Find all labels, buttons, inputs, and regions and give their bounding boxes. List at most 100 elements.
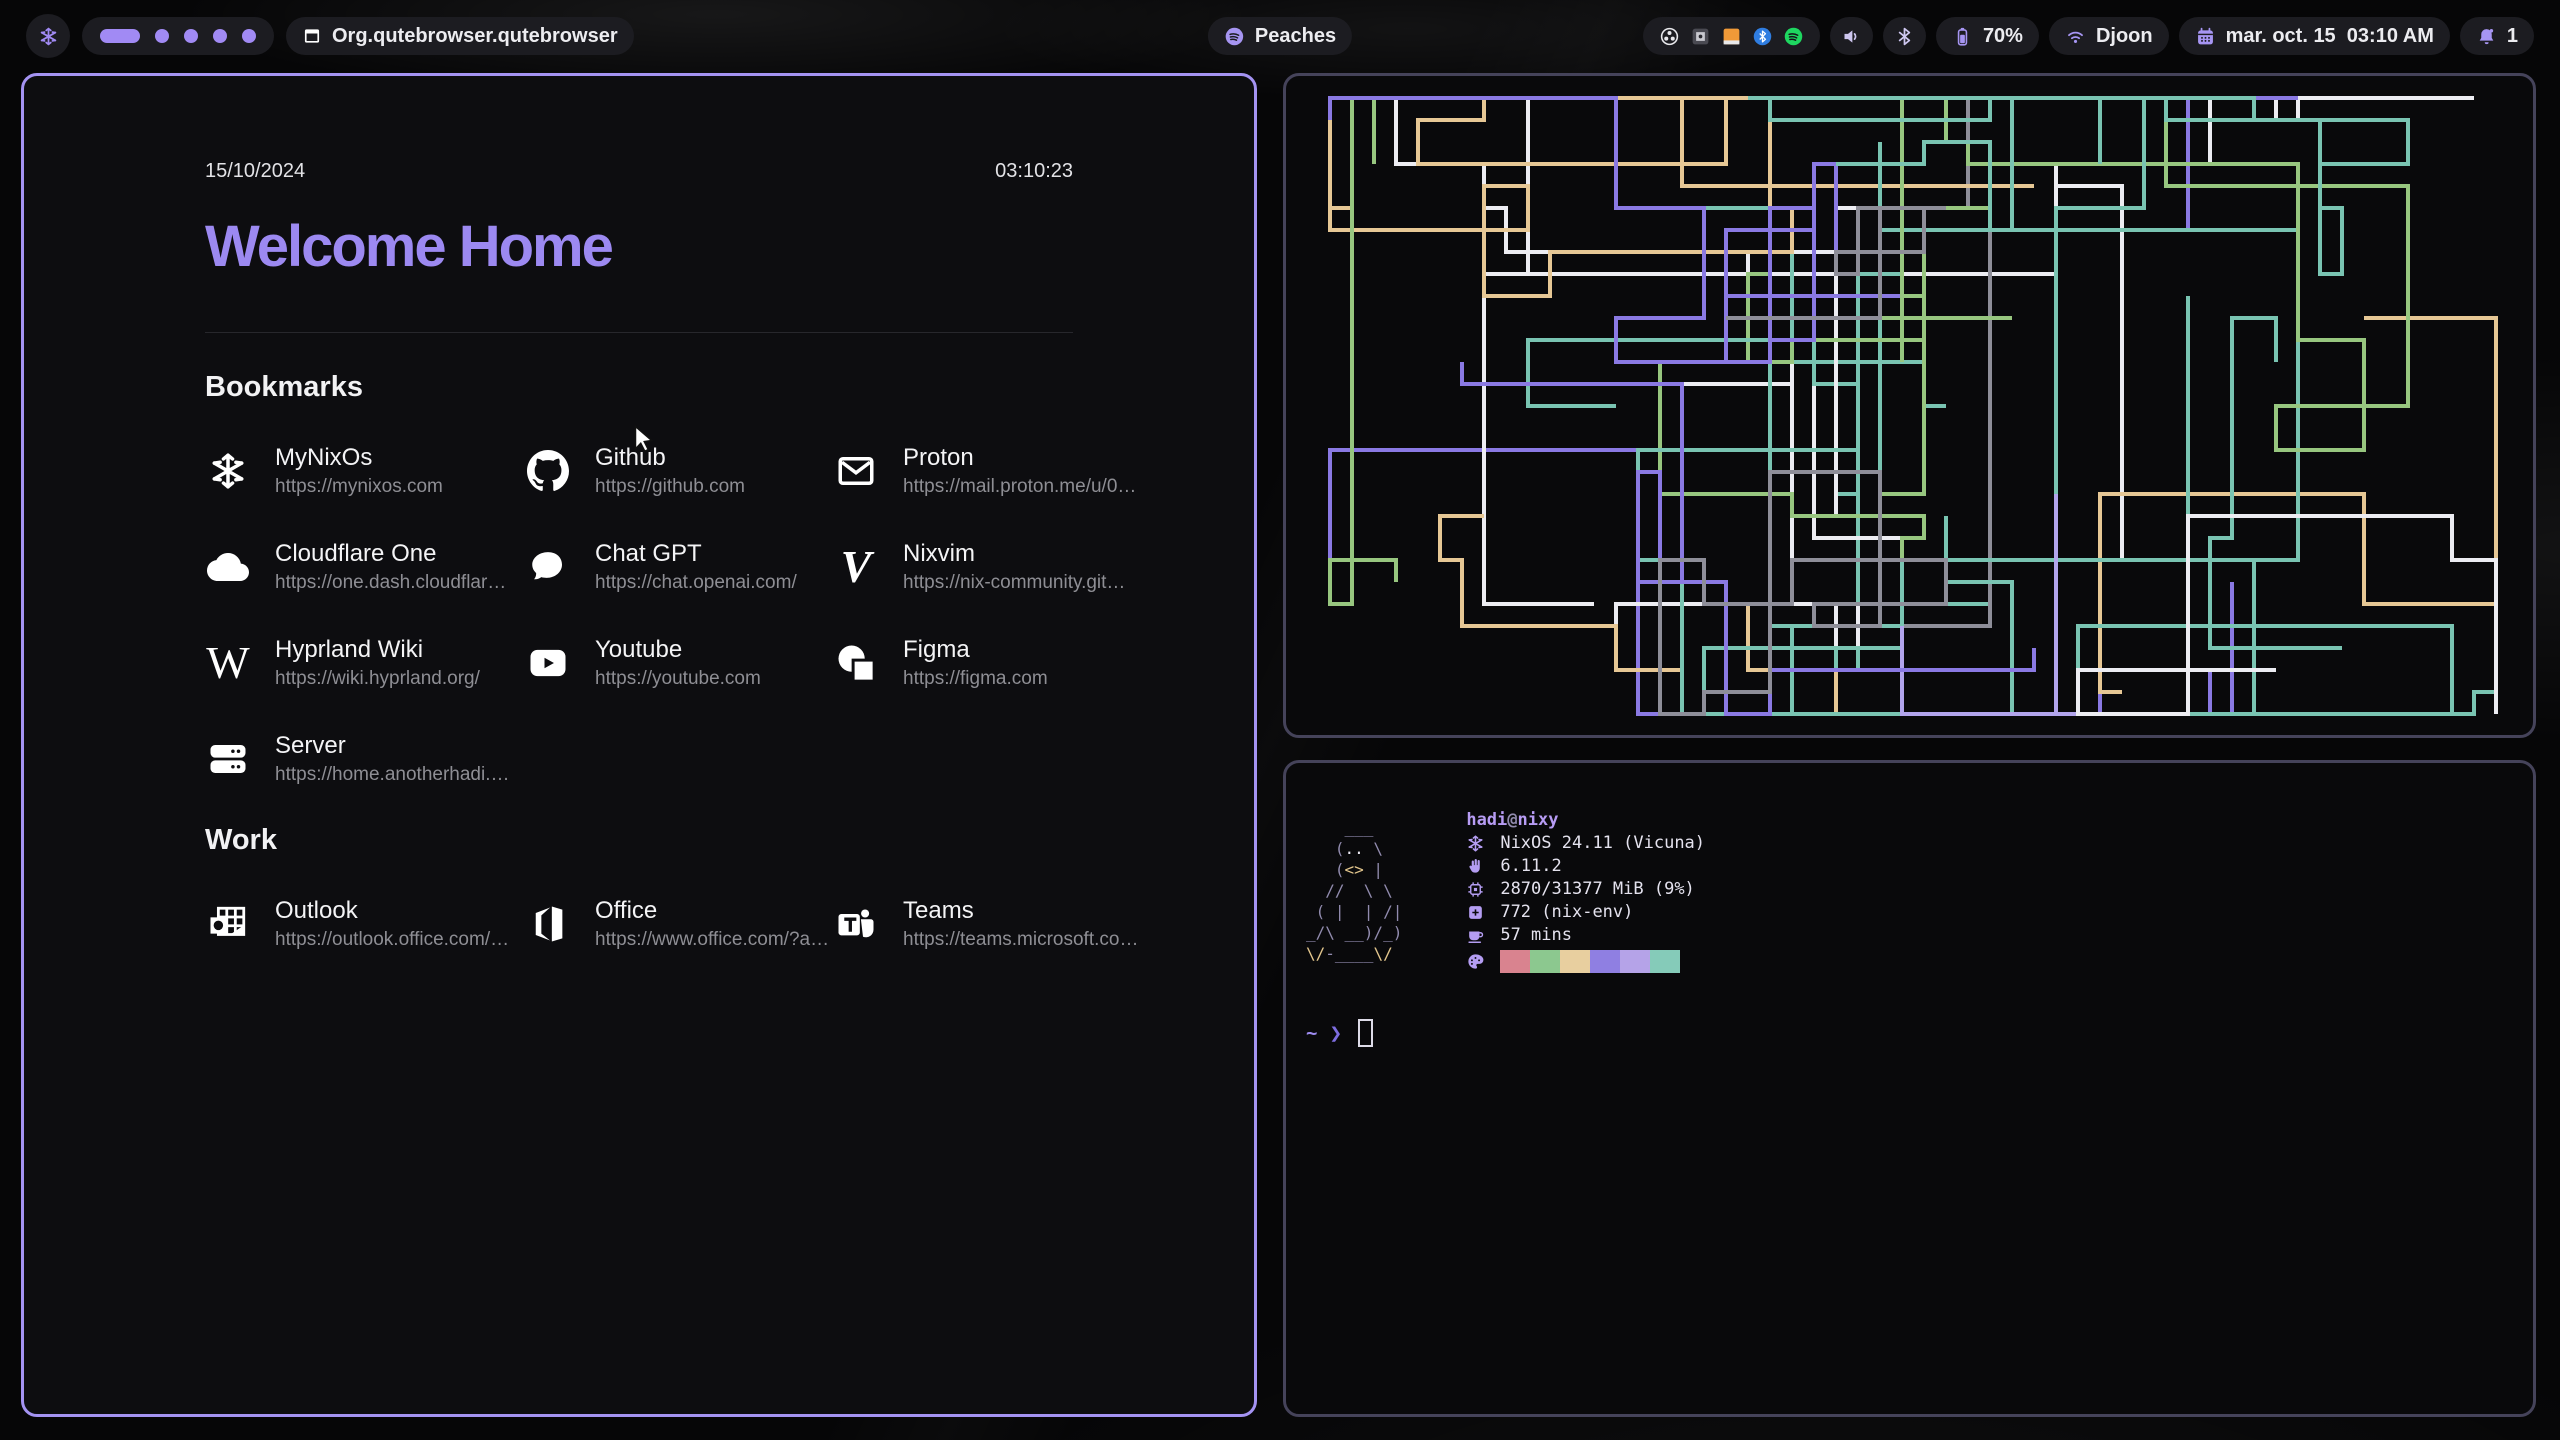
workspace-3[interactable] bbox=[184, 29, 198, 43]
uptime-icon bbox=[1466, 926, 1500, 945]
pipe-segment bbox=[2208, 316, 2342, 650]
pipe-segment bbox=[1812, 184, 2124, 560]
palette-swatch bbox=[1500, 950, 1531, 973]
pipe-segment bbox=[1702, 206, 1946, 408]
clock-label: mar. oct. 15 03:10 AM bbox=[2225, 24, 2434, 47]
bookmark-item[interactable]: Server https://home.anotherhadi.… bbox=[205, 732, 525, 786]
notifications-pill[interactable]: 1 bbox=[2459, 17, 2534, 55]
pipe-segment bbox=[2076, 514, 2498, 716]
workspace-4[interactable] bbox=[213, 29, 227, 43]
fastfetch-rows: NixOS 24.11 (Vicuna) 6.11.2 2870/31377 MiB… bbox=[1466, 832, 1705, 947]
at-sign: @ bbox=[1507, 810, 1518, 830]
bookmark-name: MyNixOs bbox=[275, 444, 373, 471]
pipe-segment bbox=[1526, 338, 1772, 604]
bookmark-url: https://home.anotherhadi.… bbox=[275, 764, 510, 785]
bookmark-text: Server https://home.anotherhadi.… bbox=[275, 732, 509, 786]
bluetooth-pill[interactable] bbox=[1882, 17, 1926, 55]
active-window-pill[interactable]: Org.qutebrowser.qutebrowser bbox=[286, 17, 634, 55]
palette-swatch bbox=[1530, 950, 1561, 973]
bookmark-name: Office bbox=[595, 897, 658, 924]
bookmark-item[interactable]: MyNixOs https://mynixos.com bbox=[205, 444, 525, 498]
mouse-cursor bbox=[634, 424, 654, 453]
bookmark-item[interactable]: Github https://github.com bbox=[525, 444, 833, 498]
workspaces-indicator[interactable] bbox=[82, 17, 274, 55]
bookmark-name: Figma bbox=[903, 636, 970, 663]
pipe-segment bbox=[1724, 162, 1838, 364]
workspace-2[interactable] bbox=[155, 29, 169, 43]
palette-icon bbox=[1466, 952, 1500, 971]
bookmark-item[interactable]: Office https://www.office.com/?a… bbox=[525, 897, 833, 951]
bookmark-item[interactable]: W Hyprland Wiki https://wiki.hyprland.org/ bbox=[205, 636, 525, 690]
bookmark-text: Youtube https://youtube.com bbox=[595, 636, 761, 690]
bookmark-item[interactable]: Chat GPT https://chat.openai.com/ bbox=[525, 540, 833, 594]
terminal-cursor bbox=[1358, 1019, 1374, 1047]
office-icon bbox=[525, 903, 571, 945]
volume-pill[interactable] bbox=[1829, 17, 1873, 55]
spotify-icon[interactable] bbox=[1783, 26, 1804, 47]
bookmark-sections: Bookmarks MyNixOs https://mynixos.com Githu… bbox=[205, 371, 1138, 951]
bookmark-name: Chat GPT bbox=[595, 540, 702, 567]
fastfetch-info: hadi@nixy NixOS 24.11 (Vicuna) 6.11.2 2870… bbox=[1466, 809, 1705, 973]
spotify-icon bbox=[1224, 26, 1245, 47]
bookmark-url: https://chat.openai.com/ bbox=[595, 572, 797, 593]
bell-icon bbox=[2476, 26, 2497, 47]
pipe-segment bbox=[1328, 96, 1904, 364]
chat-icon bbox=[525, 546, 571, 588]
fastfetch-value: 2870/31377 MiB (9%) bbox=[1500, 879, 1695, 899]
startpage-header: 15/10/2024 03:10:23 bbox=[205, 160, 1073, 183]
bookmark-url: https://wiki.hyprland.org/ bbox=[275, 668, 480, 689]
nixos-launcher-button[interactable] bbox=[26, 14, 70, 58]
pipes-terminal-window[interactable] bbox=[1283, 73, 2536, 738]
divider bbox=[205, 332, 1073, 333]
bookmark-name: Nixvim bbox=[903, 540, 975, 567]
workspace-5[interactable] bbox=[242, 29, 256, 43]
bookmark-url: https://nix-community.git… bbox=[903, 572, 1126, 593]
fastfetch-value: NixOS 24.11 (Vicuna) bbox=[1500, 833, 1706, 853]
bookmark-item[interactable]: Proton https://mail.proton.me/u/0… bbox=[833, 444, 1136, 498]
files-icon[interactable] bbox=[1721, 26, 1742, 47]
pipe-segment bbox=[1328, 96, 2078, 210]
bookmark-item[interactable]: V Nixvim https://nix-community.git… bbox=[833, 540, 1136, 594]
bookmark-grid: MyNixOs https://mynixos.com Github https://… bbox=[205, 444, 1136, 786]
network-pill[interactable]: Djoon bbox=[2048, 17, 2169, 55]
bookmark-item[interactable]: Youtube https://youtube.com bbox=[525, 636, 833, 690]
bookmark-url: https://figma.com bbox=[903, 668, 1048, 689]
terminal-window[interactable]: ___ (.. \ (<> | // \ \ ( | | /| _/\ __)/_… bbox=[1283, 760, 2536, 1417]
bookmark-item[interactable]: Outlook https://outlook.office.com/… bbox=[205, 897, 525, 951]
media-player-pill[interactable]: Peaches bbox=[1207, 17, 1353, 55]
status-area: 70% Djoon mar. oct. 15 03:10 AM 1 bbox=[1642, 17, 2534, 55]
fastfetch-row: 6.11.2 bbox=[1466, 855, 1705, 878]
workspace-1-active[interactable] bbox=[100, 29, 140, 43]
bookmark-text: Hyprland Wiki https://wiki.hyprland.org/ bbox=[275, 636, 480, 690]
pipe-segment bbox=[1328, 448, 2234, 716]
obs-icon[interactable] bbox=[1659, 26, 1680, 47]
terminal-content: ___ (.. \ (<> | // \ \ ( | | /| _/\ __)/_… bbox=[1286, 763, 2533, 1047]
bookmark-name: Youtube bbox=[595, 636, 683, 663]
fastfetch-value: 57 mins bbox=[1500, 925, 1572, 945]
nixos-icon bbox=[1466, 834, 1500, 853]
bookmark-item[interactable]: Cloudflare One https://one.dash.cloudflar… bbox=[205, 540, 525, 594]
battery-icon bbox=[1952, 26, 1973, 47]
user-host: hadi@nixy bbox=[1466, 809, 1705, 832]
bookmark-text: MyNixOs https://mynixos.com bbox=[275, 444, 443, 498]
keepassxc-icon[interactable] bbox=[1690, 26, 1711, 47]
bookmark-item[interactable]: Figma https://figma.com bbox=[833, 636, 1136, 690]
clock-pill[interactable]: mar. oct. 15 03:10 AM bbox=[2178, 17, 2450, 55]
section-heading: Work bbox=[205, 824, 277, 856]
pipe-segment bbox=[1328, 96, 1398, 606]
wikipedia-icon: W bbox=[206, 637, 250, 688]
palette-swatch bbox=[1590, 950, 1621, 973]
bookmark-url: https://youtube.com bbox=[595, 668, 761, 689]
bookmark-name: Outlook bbox=[275, 897, 358, 924]
system-tray[interactable] bbox=[1642, 17, 1820, 55]
pipe-segment bbox=[1438, 514, 1838, 716]
startpage: 15/10/2024 03:10:23 Welcome Home Bookmar… bbox=[205, 76, 1138, 951]
bluetooth-circle-icon[interactable] bbox=[1752, 26, 1773, 47]
bookmark-item[interactable]: Teams https://teams.microsoft.co… bbox=[833, 897, 1138, 951]
youtube-icon bbox=[525, 642, 571, 684]
bookmark-url: https://github.com bbox=[595, 476, 745, 497]
bookmark-text: Cloudflare One https://one.dash.cloudflar… bbox=[275, 540, 506, 594]
battery-pill[interactable]: 70% bbox=[1935, 17, 2039, 55]
qutebrowser-window[interactable]: 15/10/2024 03:10:23 Welcome Home Bookmar… bbox=[21, 73, 1257, 1417]
bookmark-name: Hyprland Wiki bbox=[275, 636, 424, 663]
